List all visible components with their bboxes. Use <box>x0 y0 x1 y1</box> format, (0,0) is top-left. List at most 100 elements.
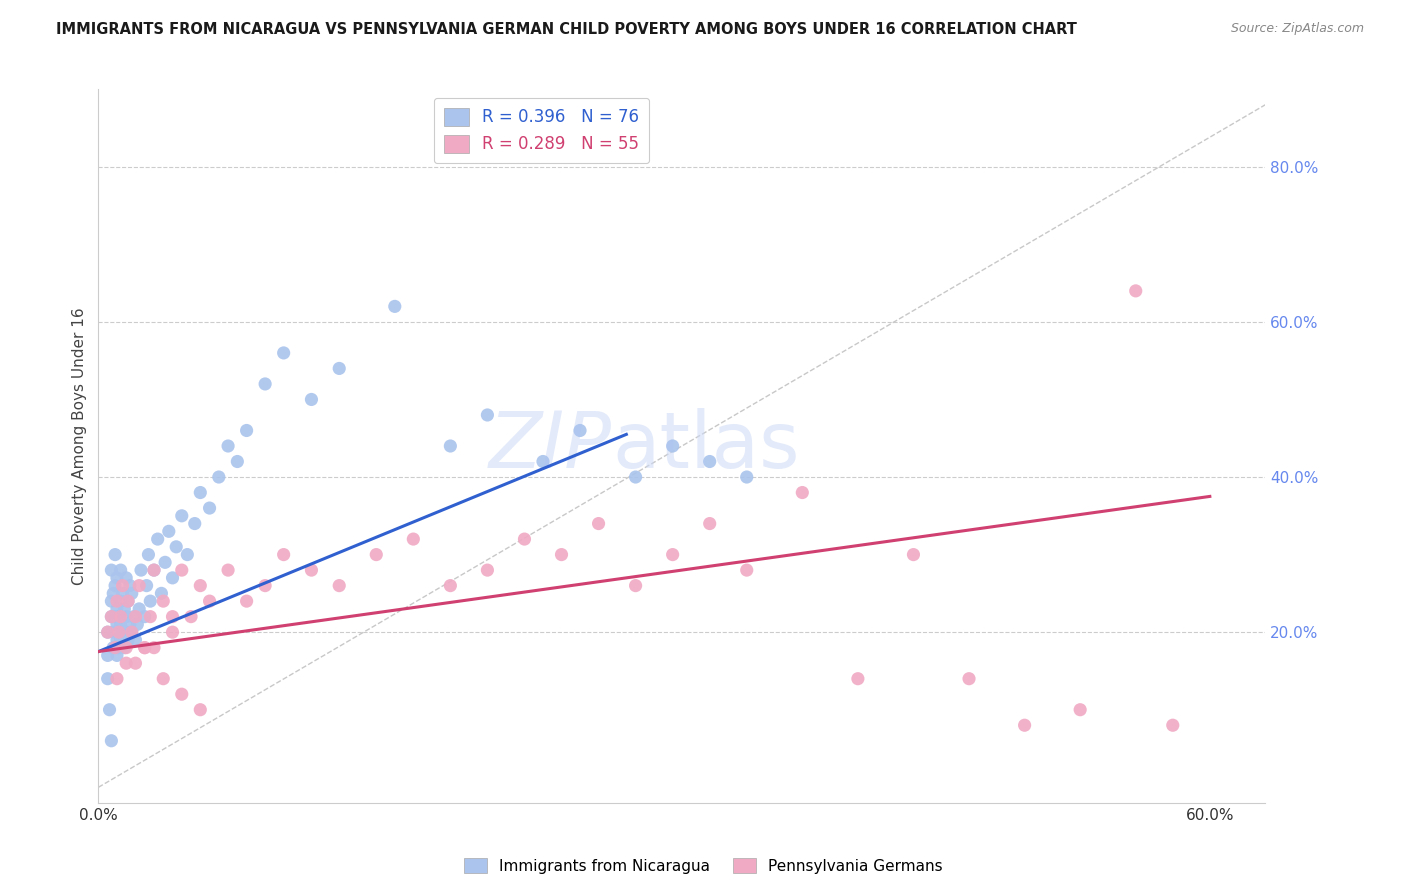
Point <box>105 632 128 647</box>
Point <box>198 594 221 608</box>
Point <box>146 532 169 546</box>
Point <box>104 640 127 655</box>
Point <box>128 602 150 616</box>
Point <box>100 594 122 608</box>
Point <box>111 579 134 593</box>
Point <box>112 640 135 655</box>
Point <box>188 485 211 500</box>
Point <box>162 609 184 624</box>
Point <box>118 579 141 593</box>
Point <box>226 454 249 468</box>
Point <box>107 640 129 655</box>
Point <box>103 586 125 600</box>
Point <box>366 548 388 562</box>
Point <box>170 687 193 701</box>
Point <box>105 602 128 616</box>
Point <box>117 594 139 608</box>
Point <box>110 594 132 608</box>
Point <box>162 571 184 585</box>
Point <box>128 579 150 593</box>
Point <box>111 625 134 640</box>
Point <box>103 625 125 640</box>
Point <box>624 579 647 593</box>
Point <box>588 516 610 531</box>
Point <box>170 508 193 523</box>
Point <box>135 579 157 593</box>
Point <box>117 594 139 608</box>
Point <box>134 640 156 655</box>
Point <box>439 439 461 453</box>
Point <box>105 617 128 632</box>
Point <box>121 625 143 640</box>
Point <box>792 485 814 500</box>
Point <box>100 609 122 624</box>
Point <box>152 594 174 608</box>
Point <box>143 563 166 577</box>
Point <box>217 439 239 453</box>
Point <box>235 424 257 438</box>
Point <box>115 640 138 655</box>
Point <box>188 579 211 593</box>
Point <box>328 579 350 593</box>
Point <box>105 571 128 585</box>
Point <box>100 563 122 577</box>
Point <box>104 579 127 593</box>
Point <box>115 571 138 585</box>
Point <box>97 625 120 640</box>
Point <box>1161 718 1184 732</box>
Point <box>122 609 145 624</box>
Point <box>117 632 139 647</box>
Point <box>105 594 128 608</box>
Point <box>198 501 221 516</box>
Point <box>124 632 146 647</box>
Point <box>1125 284 1147 298</box>
Text: IMMIGRANTS FROM NICARAGUA VS PENNSYLVANIA GERMAN CHILD POVERTY AMONG BOYS UNDER : IMMIGRANTS FROM NICARAGUA VS PENNSYLVANI… <box>56 22 1077 37</box>
Point <box>139 609 162 624</box>
Point <box>127 617 149 632</box>
Point <box>846 672 869 686</box>
Point <box>115 609 138 624</box>
Point <box>104 609 127 624</box>
Point <box>124 609 146 624</box>
Point <box>110 563 132 577</box>
Point <box>384 299 406 313</box>
Point <box>735 563 758 577</box>
Text: ZIP: ZIP <box>489 408 612 484</box>
Point <box>699 516 721 531</box>
Point <box>402 532 425 546</box>
Point <box>115 625 138 640</box>
Point <box>301 563 323 577</box>
Point <box>162 625 184 640</box>
Point <box>254 579 277 593</box>
Point <box>105 648 128 663</box>
Point <box>170 563 193 577</box>
Point <box>180 609 202 624</box>
Point <box>150 586 173 600</box>
Point <box>115 656 138 670</box>
Point <box>100 733 122 747</box>
Point <box>134 609 156 624</box>
Legend: Immigrants from Nicaragua, Pennsylvania Germans: Immigrants from Nicaragua, Pennsylvania … <box>457 852 949 880</box>
Point <box>103 640 125 655</box>
Point <box>273 548 295 562</box>
Point <box>661 548 683 562</box>
Point <box>176 548 198 562</box>
Point <box>439 579 461 593</box>
Point <box>273 346 295 360</box>
Point <box>957 672 980 686</box>
Point <box>138 548 160 562</box>
Point <box>531 454 554 468</box>
Point <box>699 454 721 468</box>
Text: Source: ZipAtlas.com: Source: ZipAtlas.com <box>1230 22 1364 36</box>
Point <box>1069 703 1091 717</box>
Point <box>118 617 141 632</box>
Point <box>105 672 128 686</box>
Point <box>100 609 122 624</box>
Point <box>129 563 152 577</box>
Point <box>107 609 129 624</box>
Point <box>143 640 166 655</box>
Point <box>98 703 121 717</box>
Point <box>513 532 536 546</box>
Point <box>110 609 132 624</box>
Point <box>735 470 758 484</box>
